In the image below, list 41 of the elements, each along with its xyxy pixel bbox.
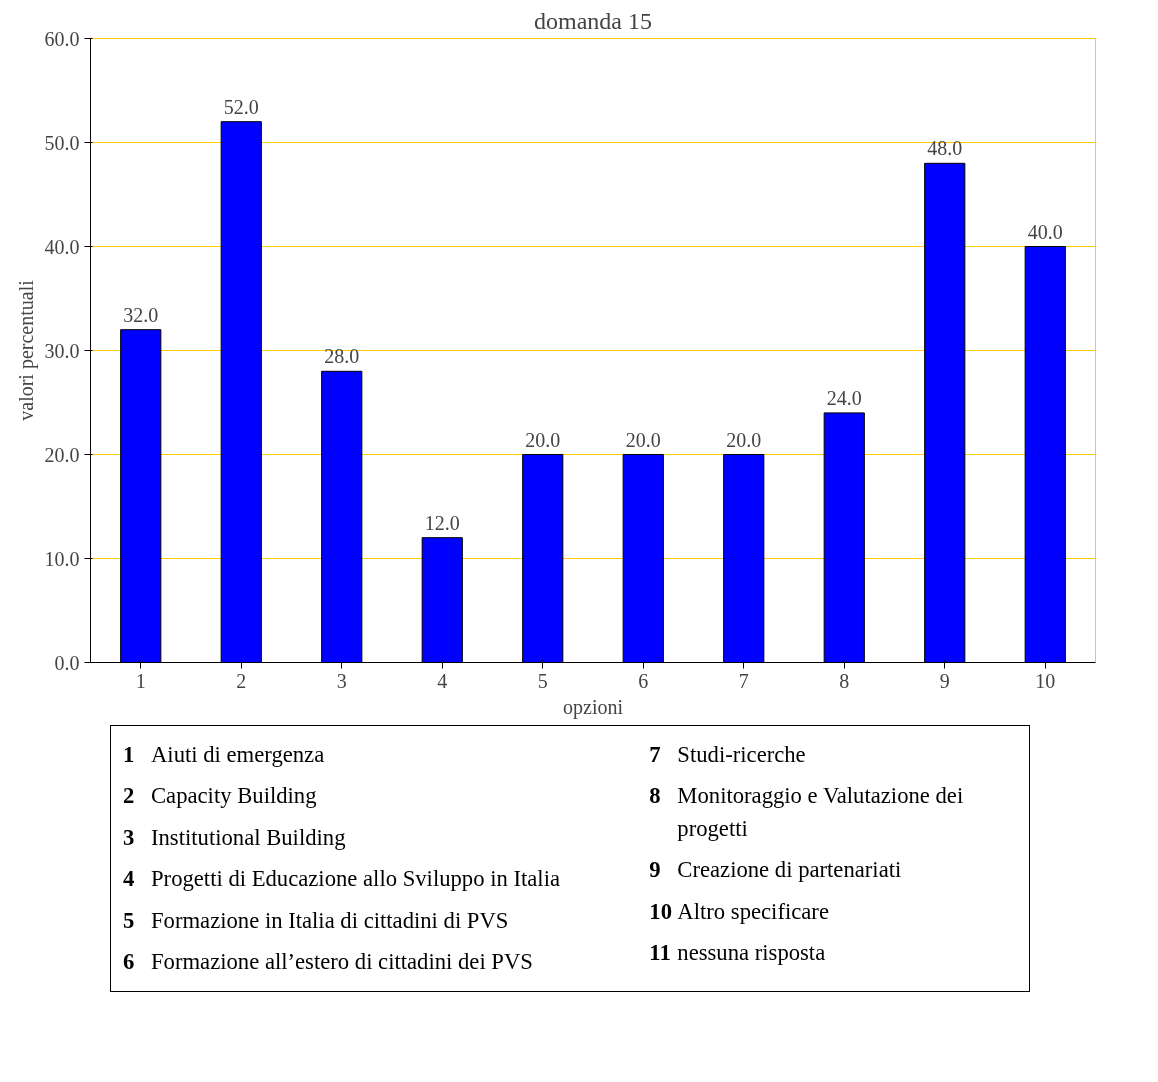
data-label: 40.0: [1027, 220, 1063, 243]
data-label: 20.0: [525, 428, 561, 451]
y-tick-label: 30.0: [44, 339, 80, 362]
text: 10 Altro specificare: [649, 897, 829, 926]
x-tick-label: 7: [738, 669, 749, 692]
y-tick-label: 20.0: [44, 443, 80, 466]
text: 7 Studi-ricerche: [649, 741, 806, 769]
data-label: 12.0: [424, 511, 460, 534]
y-axis-title: valori percentuali: [14, 279, 38, 421]
x-tick-label: 10: [1035, 669, 1056, 692]
y-tick-label: 60.0: [44, 27, 80, 50]
data-label: 20.0: [625, 428, 661, 451]
text: 4 Progetti di Educazione allo Sviluppo in Italia: [123, 865, 560, 894]
x-tick-label: 8: [839, 669, 850, 692]
x-tick-label: 5: [537, 669, 548, 692]
x-tick-label: 1: [135, 669, 146, 692]
data-label: 52.0: [223, 95, 259, 118]
x-tick-label: 2: [236, 669, 247, 692]
text: 2 Capacity Building: [123, 782, 317, 811]
data-label: 48.0: [927, 137, 963, 160]
x-tick-label: 4: [437, 669, 448, 692]
x-axis-title: opzioni: [563, 695, 624, 719]
data-label: 28.0: [324, 345, 360, 368]
x-tick-label: 6: [638, 669, 649, 692]
y-tick-label: 40.0: [44, 235, 80, 258]
text: 9 Creazione di partenariati: [649, 856, 902, 885]
x-tick-label: 9: [939, 669, 950, 692]
data-label: 32.0: [123, 303, 159, 326]
text: 3 Institutional Building: [123, 823, 346, 852]
data-label: 24.0: [826, 386, 862, 409]
y-tick-label: 50.0: [44, 131, 80, 154]
y-tick-label: 0.0: [54, 651, 80, 674]
y-tick-label: 10.0: [44, 547, 80, 570]
text: 1 Aiuti di emergenza: [123, 741, 325, 769]
x-tick-label: 3: [336, 669, 347, 692]
text: 8 Monitoraggio e Valutazione dei progetti: [649, 782, 965, 843]
text: 5 Formazione in Italia di cittadini di PVS: [123, 906, 509, 935]
text: 6 Formazione all’estero di cittadini dei PVS: [123, 947, 533, 976]
chart-title: domanda 15: [534, 7, 652, 34]
data-label: 20.0: [726, 428, 762, 451]
text: 11 nessuna risposta: [649, 938, 826, 967]
